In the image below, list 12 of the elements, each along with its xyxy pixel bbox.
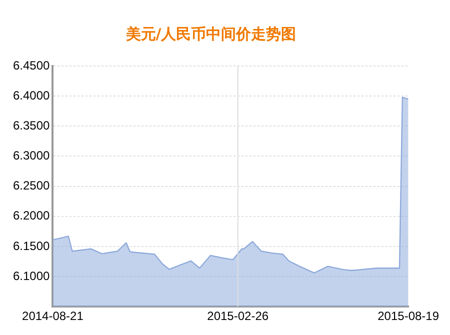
y-tick-label: 6.2500 xyxy=(13,178,50,193)
y-tick-label: 6.4000 xyxy=(13,88,50,102)
x-tick-label: 2015-08-19 xyxy=(378,309,440,324)
y-tick-label: 6.4500 xyxy=(13,58,50,72)
y-tick-label: 6.2000 xyxy=(13,208,50,223)
chart-title: 美元/人民币中间价走势图 xyxy=(124,24,296,43)
x-tick-label: 2015-02-26 xyxy=(207,309,269,324)
y-tick-label: 6.3500 xyxy=(13,118,50,132)
y-tick-label: 6.3000 xyxy=(13,148,50,163)
x-tick-label: 2014-08-21 xyxy=(22,309,84,324)
y-tick-label: 6.1500 xyxy=(13,238,50,253)
y-tick-label: 6.1000 xyxy=(13,268,50,283)
